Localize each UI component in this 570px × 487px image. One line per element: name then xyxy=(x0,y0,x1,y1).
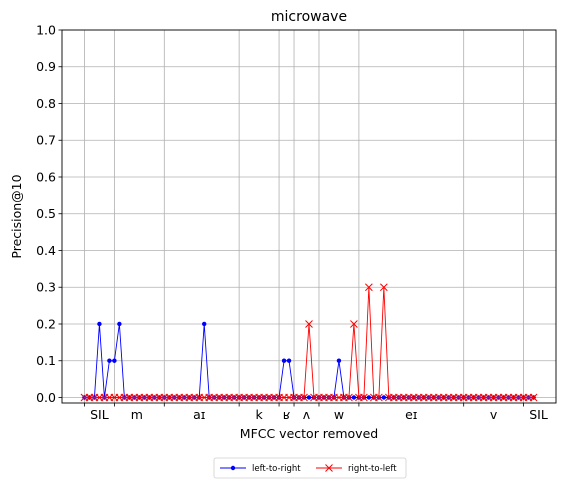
chart-title: microwave xyxy=(271,9,347,25)
y-tick-label: 0.1 xyxy=(36,353,56,368)
y-axis: 0.0 0.1 0.2 0.3 0.4 0.5 0.6 0.7 0.8 0.9 1.0 xyxy=(36,23,62,405)
x-tick-label: w xyxy=(334,407,344,422)
data-point xyxy=(360,393,368,402)
data-point xyxy=(281,358,287,363)
y-tick-label: 0.6 xyxy=(36,169,56,184)
data-point xyxy=(306,395,312,400)
y-tick-label: 0.7 xyxy=(36,133,56,148)
y-tick-label: 0.5 xyxy=(36,206,56,221)
plot-frame xyxy=(61,29,557,404)
y-tick-label: 0.3 xyxy=(36,280,56,295)
series-layer xyxy=(80,283,538,402)
data-point xyxy=(117,321,122,327)
legend-item-right-to-left: right-to-left xyxy=(316,464,397,474)
y-axis-label: Precision@10 xyxy=(9,174,24,258)
x-tick-label: v xyxy=(490,407,498,422)
data-point xyxy=(375,393,383,402)
data-point xyxy=(305,320,313,328)
legend-label: left-to-right xyxy=(252,464,301,474)
x-tick-label: eɪ xyxy=(405,407,417,422)
series-right-to-left xyxy=(80,283,538,402)
data-point xyxy=(107,358,112,363)
y-tick-label: 0.2 xyxy=(36,316,56,331)
y-tick-label: 1.0 xyxy=(36,23,56,38)
y-tick-label: 0.8 xyxy=(36,96,56,111)
legend-label: right-to-left xyxy=(348,464,397,474)
data-point xyxy=(350,320,358,328)
x-tick-label: SIL xyxy=(90,407,109,422)
data-point xyxy=(366,395,372,400)
y-tick-label: 0.0 xyxy=(36,390,56,405)
data-point xyxy=(379,283,388,292)
legend-box xyxy=(213,457,407,479)
legend-marker xyxy=(230,465,236,471)
data-point xyxy=(365,283,373,292)
x-tick-label: SIL xyxy=(529,407,548,422)
data-point xyxy=(345,393,353,402)
x-tick-label: k xyxy=(255,407,263,422)
data-point xyxy=(112,358,117,363)
y-tick-label: 0.4 xyxy=(36,243,56,258)
series-line xyxy=(84,287,534,398)
x-axis: SIL m aɪ k ʁ ʌ w eɪ v SIL xyxy=(84,403,548,422)
x-axis-label: MFCC vector removed xyxy=(240,426,378,441)
data-point xyxy=(286,358,292,363)
data-point xyxy=(300,393,308,402)
data-point xyxy=(351,395,357,400)
y-tick-label: 0.9 xyxy=(36,59,56,74)
data-point xyxy=(381,395,387,400)
data-point xyxy=(97,321,102,327)
legend-marker xyxy=(325,464,333,472)
data-point xyxy=(202,321,207,327)
legend-entries: left-to-right right-to-left xyxy=(220,464,397,474)
legend-item-left-to-right: left-to-right xyxy=(220,464,301,474)
x-tick-label: ʁ xyxy=(283,407,291,422)
x-tick-label: m xyxy=(131,407,143,422)
x-tick-label: aɪ xyxy=(193,407,205,422)
data-point xyxy=(336,358,342,363)
data-point xyxy=(529,393,538,402)
x-tick-label: ʌ xyxy=(303,407,311,422)
grid xyxy=(62,29,556,403)
legend: left-to-right right-to-left xyxy=(213,457,407,479)
